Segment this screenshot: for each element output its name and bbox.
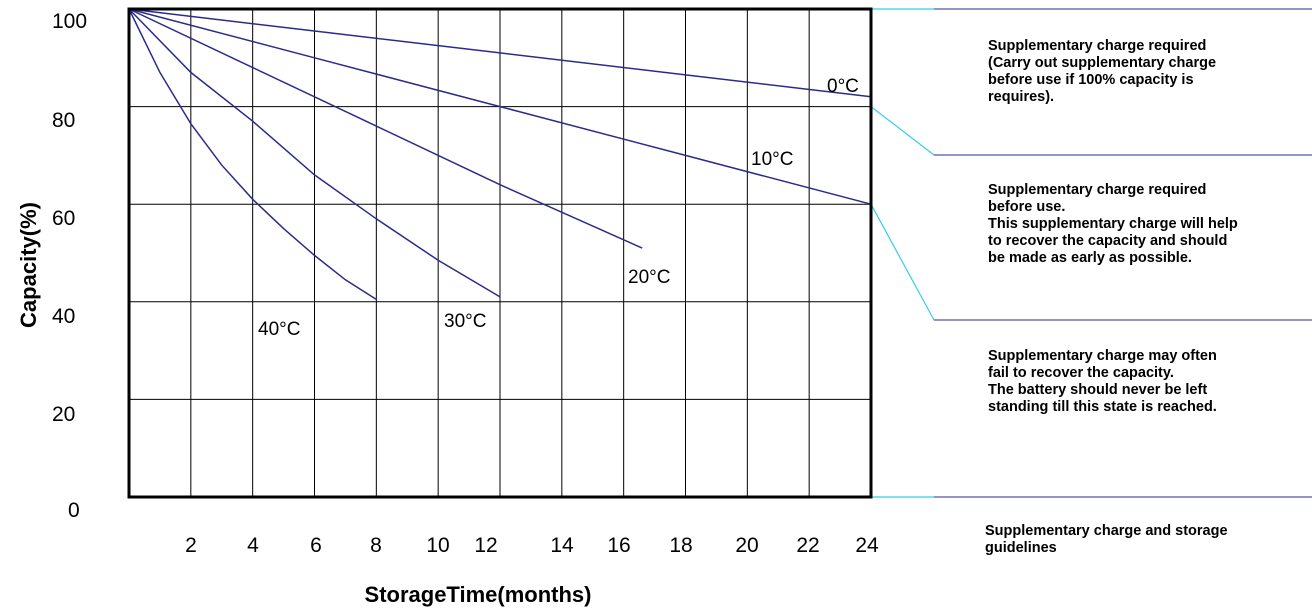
x-axis-title: StorageTime(months) [365, 582, 592, 607]
note-line: to recover the capacity and should [988, 233, 1228, 249]
capacity-curves [128, 8, 872, 301]
note-line: standing till this state is reached. [988, 399, 1217, 415]
x-tick-label: 4 [247, 534, 259, 557]
note-line: Supplementary charge and storage [985, 523, 1228, 539]
capacity-curve [128, 8, 643, 249]
y-tick-label: 20 [52, 403, 75, 426]
x-tick-labels: 2 4 6 8 10 12 14 16 18 20 22 24 [185, 534, 879, 557]
note-line: before use if 100% capacity is [988, 72, 1194, 88]
note-line: (Carry out supplementary charge [988, 55, 1217, 71]
x-tick-label: 18 [669, 534, 692, 557]
grid [129, 9, 871, 497]
note-line: fail to recover the capacity. [988, 365, 1174, 381]
capacity-curve [128, 8, 872, 98]
y-tick-label: 60 [52, 207, 75, 230]
capacity-curve [128, 8, 377, 301]
y-tick-label: 100 [52, 10, 87, 33]
note-line: requires). [988, 89, 1055, 105]
capacity-curve [128, 8, 501, 298]
note-line: This supplementary charge will help [988, 216, 1238, 232]
note-line: before use. [988, 199, 1066, 215]
capacity-curve [128, 8, 872, 205]
x-tick-label: 24 [855, 534, 879, 557]
note-guidelines-caption: Supplementary charge and storage guideli… [985, 523, 1307, 557]
series-label: 10°C [751, 149, 793, 170]
x-tick-label: 16 [607, 534, 630, 557]
series-label: 40°C [258, 319, 300, 340]
note-line: Supplementary charge may often [988, 348, 1217, 364]
note-line: Supplementary charge required [988, 182, 1207, 198]
x-tick-label: 12 [474, 534, 497, 557]
note-line: Supplementary charge required [988, 38, 1207, 54]
y-tick-label: 40 [52, 305, 75, 328]
y-tick-labels: 0 20 40 60 80 100 [52, 10, 87, 522]
x-tick-label: 14 [550, 534, 574, 557]
y-tick-label: 0 [68, 499, 80, 522]
x-tick-label: 8 [370, 534, 382, 557]
x-tick-label: 10 [426, 534, 449, 557]
guideline-connector [870, 106, 935, 156]
x-tick-label: 2 [185, 534, 197, 557]
note-zone-2: Supplementary charge required before use… [988, 182, 1310, 267]
note-zone-3: Supplementary charge may often fail to r… [988, 348, 1310, 416]
note-line: guidelines [985, 540, 1057, 556]
x-tick-label: 20 [735, 534, 758, 557]
note-line: be made as early as possible. [988, 250, 1192, 266]
note-line: The battery should never be left [988, 382, 1208, 398]
guideline-connectors [870, 8, 1312, 498]
plot-frame [127, 7, 873, 499]
guideline-connector [870, 203, 935, 321]
x-tick-label: 22 [796, 534, 819, 557]
y-axis-title: Capacity(%) [16, 202, 41, 328]
series-label: 30°C [444, 311, 486, 332]
note-zone-1: Supplementary charge required (Carry out… [988, 38, 1310, 106]
x-tick-label: 6 [310, 534, 322, 557]
series-label: 20°C [628, 267, 670, 288]
series-label: 0°C [827, 76, 859, 97]
series-labels: 0°C 10°C 20°C 30°C 40°C [258, 76, 859, 340]
y-tick-label: 80 [52, 109, 75, 132]
